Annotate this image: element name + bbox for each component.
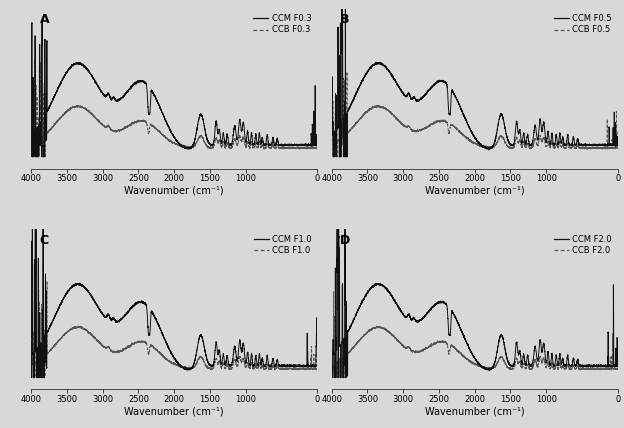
X-axis label: Wavenumber (cm⁻¹): Wavenumber (cm⁻¹) bbox=[425, 407, 525, 417]
X-axis label: Wavenumber (cm⁻¹): Wavenumber (cm⁻¹) bbox=[425, 186, 525, 196]
Text: D: D bbox=[340, 234, 351, 247]
Text: B: B bbox=[340, 13, 349, 27]
Legend: CCM F0.3, CCB F0.3: CCM F0.3, CCB F0.3 bbox=[251, 13, 313, 36]
Text: A: A bbox=[40, 13, 49, 27]
X-axis label: Wavenumber (cm⁻¹): Wavenumber (cm⁻¹) bbox=[124, 186, 224, 196]
X-axis label: Wavenumber (cm⁻¹): Wavenumber (cm⁻¹) bbox=[124, 407, 224, 417]
Legend: CCM F0.5, CCB F0.5: CCM F0.5, CCB F0.5 bbox=[552, 13, 613, 36]
Text: C: C bbox=[40, 234, 49, 247]
Legend: CCM F2.0, CCB F2.0: CCM F2.0, CCB F2.0 bbox=[552, 234, 613, 257]
Legend: CCM F1.0, CCB F1.0: CCM F1.0, CCB F1.0 bbox=[252, 234, 313, 257]
